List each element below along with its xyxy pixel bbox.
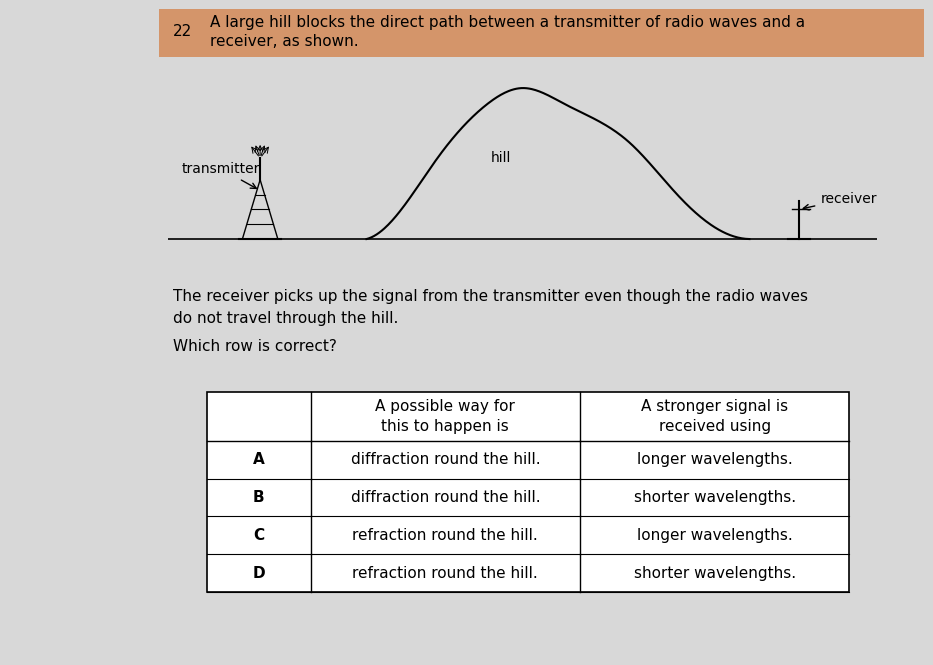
Text: A stronger signal is
received using: A stronger signal is received using	[641, 400, 788, 434]
Text: B: B	[253, 490, 265, 505]
Text: diffraction round the hill.: diffraction round the hill.	[351, 452, 540, 467]
Text: shorter wavelengths.: shorter wavelengths.	[634, 565, 796, 581]
Text: refraction round the hill.: refraction round the hill.	[353, 565, 538, 581]
Text: A: A	[253, 452, 265, 467]
Text: transmitter: transmitter	[182, 162, 260, 188]
Text: C: C	[254, 528, 264, 543]
Text: longer wavelengths.: longer wavelengths.	[636, 528, 792, 543]
Text: D: D	[253, 565, 265, 581]
Text: receiver: receiver	[803, 192, 877, 210]
Text: diffraction round the hill.: diffraction round the hill.	[351, 490, 540, 505]
Text: Which row is correct?: Which row is correct?	[173, 339, 337, 354]
Text: longer wavelengths.: longer wavelengths.	[636, 452, 792, 467]
Text: A large hill blocks the direct path between a transmitter of radio waves and a
r: A large hill blocks the direct path betw…	[210, 15, 805, 49]
Text: shorter wavelengths.: shorter wavelengths.	[634, 490, 796, 505]
Text: refraction round the hill.: refraction round the hill.	[353, 528, 538, 543]
Text: A possible way for
this to happen is: A possible way for this to happen is	[375, 400, 515, 434]
Text: The receiver picks up the signal from the transmitter even though the radio wave: The receiver picks up the signal from th…	[173, 289, 808, 327]
Text: 22: 22	[173, 25, 192, 39]
Text: hill: hill	[491, 151, 511, 165]
FancyBboxPatch shape	[207, 392, 849, 592]
